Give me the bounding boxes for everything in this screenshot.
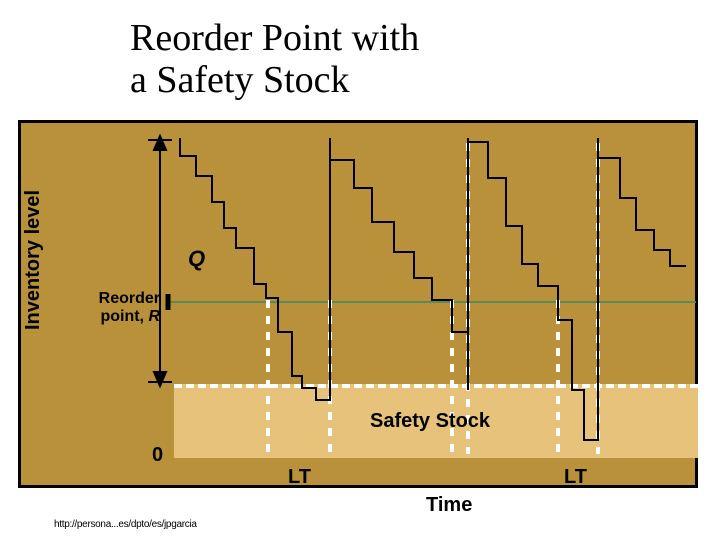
time-axis-label: Time <box>426 494 472 517</box>
inventory-line <box>180 138 686 440</box>
lt-label-2: LT <box>564 466 587 489</box>
reorder-label-line1: Reorder <box>99 290 160 307</box>
chart-svg <box>0 0 720 540</box>
safety-stock-label: Safety Stock <box>370 410 490 433</box>
slide: Reorder Point with a Safety Stock I <box>0 0 720 540</box>
y-axis-label: Inventory level <box>22 190 45 330</box>
reorder-label-line2-prefix: point, <box>100 308 148 325</box>
zero-label: 0 <box>152 444 163 467</box>
footer-url: http://persona...es/dpto/es/jpgarcia <box>54 519 197 530</box>
reorder-label-r: R <box>148 308 160 325</box>
q-bracket <box>148 136 172 386</box>
q-label: Q <box>188 246 205 272</box>
reorder-point-label: Reorder point, R <box>74 290 160 325</box>
lt-label-1: LT <box>288 466 311 489</box>
